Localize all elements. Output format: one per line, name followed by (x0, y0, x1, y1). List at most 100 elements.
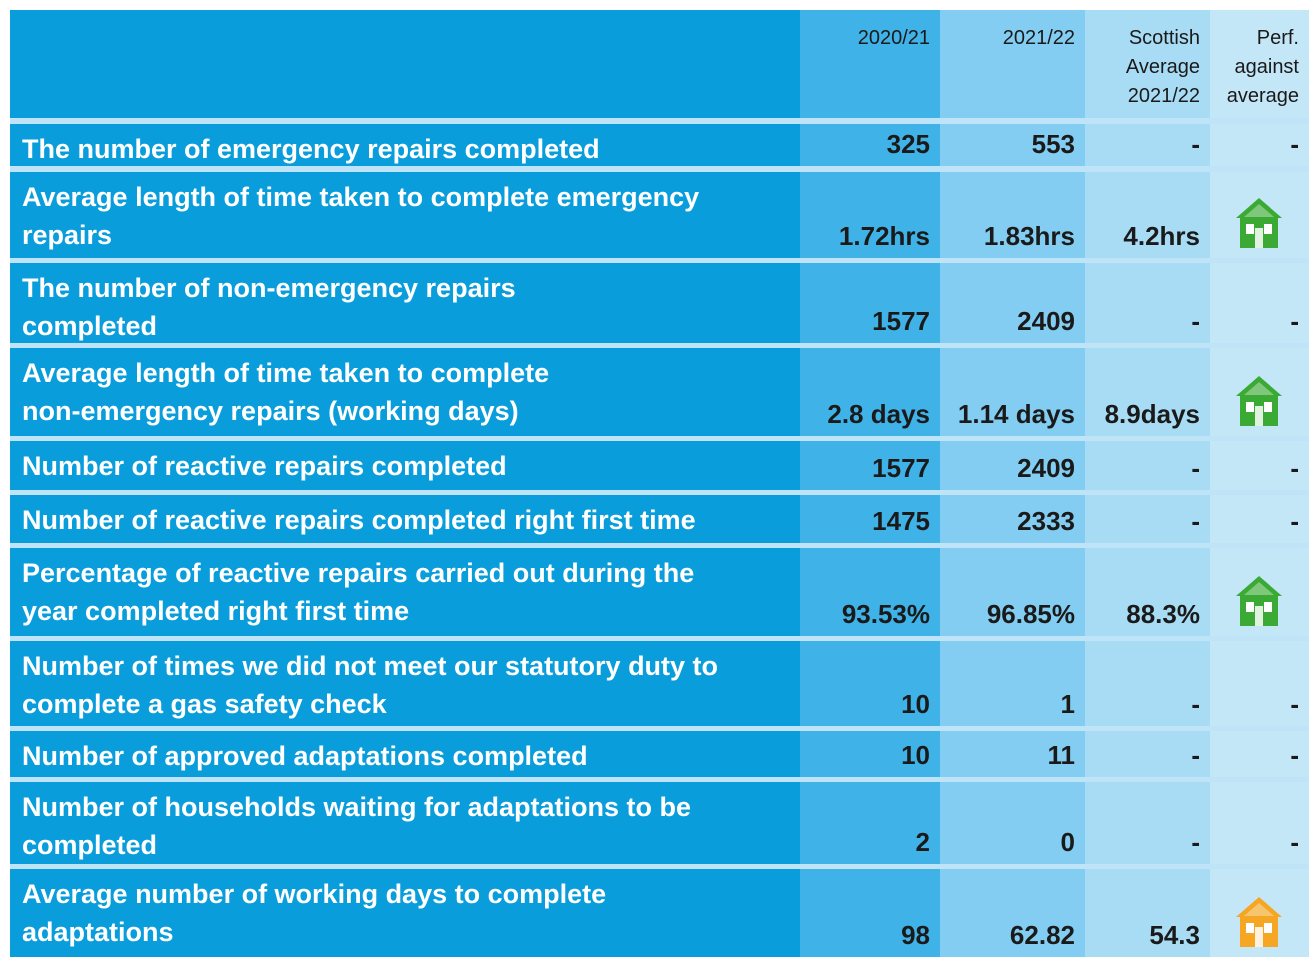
value-cell: - (1085, 495, 1210, 543)
value-text: - (1290, 827, 1299, 857)
value-cell: 2333 (940, 495, 1085, 543)
value-text: - (1191, 689, 1200, 719)
value-cell: 54.3 (1085, 869, 1210, 957)
value-text: - (1290, 453, 1299, 483)
row-label: Number of approved adaptations completed (10, 731, 800, 777)
value-text: 98 (901, 920, 930, 950)
value-cell: 1577 (800, 263, 940, 343)
value-cell (1210, 172, 1309, 258)
value-cell: 1475 (800, 495, 940, 543)
row-label: Percentage of reactive repairs carried o… (10, 548, 800, 636)
value-cell: 2 (800, 782, 940, 864)
value-text: 54.3 (1149, 920, 1200, 950)
value-cell: 98 (800, 869, 940, 957)
value-cell: 96.85% (940, 548, 1085, 636)
value-cell (1210, 869, 1309, 957)
house-icon (1236, 376, 1282, 426)
value-text: - (1191, 453, 1200, 483)
value-cell: - (1210, 731, 1309, 777)
text-line: repairs (22, 220, 113, 250)
value-cell: 0 (940, 782, 1085, 864)
value-cell: 10 (800, 641, 940, 726)
value-text: - (1191, 827, 1200, 857)
row-label: Number of reactive repairs completed rig… (10, 495, 800, 543)
house-icon (1236, 198, 1282, 248)
value-cell: - (1085, 441, 1210, 490)
value-text: - (1290, 306, 1299, 336)
value-text: 1577 (872, 306, 930, 336)
value-text: - (1290, 506, 1299, 536)
text-line: year completed right first time (22, 596, 410, 626)
value-cell: - (1085, 263, 1210, 343)
header-cell: 2021/22 (940, 10, 1085, 118)
text-line: non-emergency repairs (working days) (22, 396, 519, 426)
text-line: Number of times we did not meet our stat… (22, 651, 719, 681)
row-label: Number of times we did not meet our stat… (10, 641, 800, 726)
header-label-cell (10, 10, 800, 118)
text-line: completed (22, 830, 158, 860)
value-cell: 10 (800, 731, 940, 777)
text-line: Percentage of reactive repairs carried o… (22, 558, 695, 588)
value-text: 4.2hrs (1123, 221, 1200, 251)
row-label: The number of non-emergency repairs compl… (10, 263, 800, 343)
value-cell: - (1210, 641, 1309, 726)
value-text: - (1191, 506, 1200, 536)
value-text: - (1290, 129, 1299, 159)
text-line: Average number of working days to comple… (22, 879, 607, 909)
text-line: 2021/22 (1127, 85, 1200, 107)
header-cell: 2020/21 (800, 10, 940, 118)
value-cell: - (1210, 263, 1309, 343)
text-line: completed (22, 311, 158, 341)
value-text: - (1290, 740, 1299, 770)
performance-table: 2020/21 2021/22 Scottish Average 2021/22 Perf… (10, 10, 1309, 957)
text-line: Average (1125, 56, 1200, 78)
text-line: adaptations (22, 917, 174, 947)
header-cell: Perf. against average (1210, 10, 1309, 118)
row-label: Average length of time taken to complete… (10, 348, 800, 436)
text-line: complete a gas safety check (22, 689, 387, 719)
value-cell: 1.72hrs (800, 172, 940, 258)
value-text: 1 (1060, 689, 1075, 719)
text-line: Average length of time taken to complete… (22, 182, 700, 212)
value-text: 2 (915, 827, 930, 857)
value-cell: 553 (940, 124, 1085, 166)
value-text: 0 (1060, 827, 1075, 857)
value-cell (1210, 548, 1309, 636)
value-cell: - (1210, 495, 1309, 543)
value-cell: - (1085, 641, 1210, 726)
value-cell: 1577 (800, 441, 940, 490)
value-text: 2.8 days (827, 399, 930, 429)
text-line: average (1226, 85, 1299, 107)
value-text: 96.85% (986, 599, 1075, 629)
value-text: 553 (1031, 129, 1075, 159)
value-text: 10 (901, 740, 930, 770)
value-text: 1475 (872, 506, 930, 536)
value-cell: 1.14 days (940, 348, 1085, 436)
value-cell: 8.9days (1085, 348, 1210, 436)
value-cell: 1.83hrs (940, 172, 1085, 258)
value-cell: - (1210, 782, 1309, 864)
row-label: The number of emergency repairs complete… (10, 124, 800, 166)
value-cell: 2.8 days (800, 348, 940, 436)
house-icon (1236, 576, 1282, 626)
row-label: Average length of time taken to complete… (10, 172, 800, 258)
value-text: 1.83hrs (983, 221, 1075, 251)
value-text: - (1191, 129, 1200, 159)
value-cell: 325 (800, 124, 940, 166)
value-cell: 1 (940, 641, 1085, 726)
value-text: 2333 (1017, 506, 1075, 536)
value-cell (1210, 348, 1309, 436)
value-cell: 11 (940, 731, 1085, 777)
text-line: The number of emergency repairs complete… (22, 134, 600, 164)
text-line: Number of reactive repairs completed rig… (22, 505, 696, 535)
value-cell: 2409 (940, 441, 1085, 490)
value-cell: 88.3% (1085, 548, 1210, 636)
value-text: 10 (901, 689, 930, 719)
value-text: 88.3% (1126, 599, 1200, 629)
value-text: 8.9days (1104, 399, 1200, 429)
value-cell: 62.82 (940, 869, 1085, 957)
text-line: Scottish (1128, 27, 1200, 49)
text-line: against (1234, 56, 1300, 78)
value-cell: - (1085, 782, 1210, 864)
